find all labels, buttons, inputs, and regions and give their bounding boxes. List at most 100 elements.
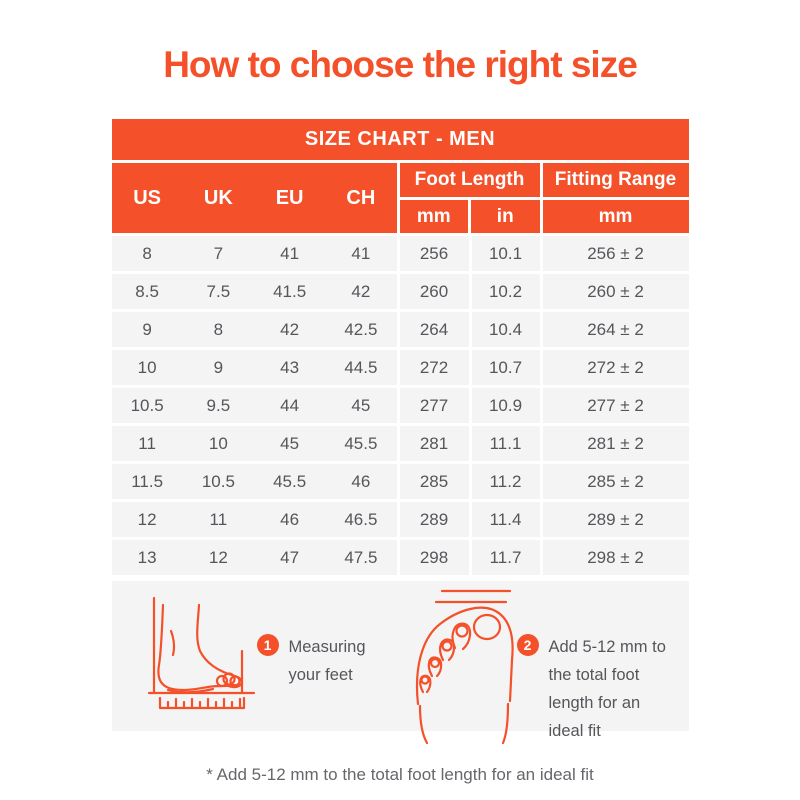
cell-us: 12 [137, 509, 157, 529]
cell-ch: 46 [351, 471, 371, 491]
cell-foot-length-mm: 289 [399, 502, 469, 537]
table-header-row: US UK EU CH Foot Length mm in Fitting Ra… [111, 163, 689, 233]
fitting-range-column-group: Fitting Range mm [542, 163, 689, 233]
table-row: 10 9 43 44.5 272 10.7 272 ± 2 [111, 350, 689, 385]
cell-uk: 12 [208, 547, 228, 567]
foot-length-column-group: Foot Length mm in [399, 163, 540, 233]
size-cells: 8.5 7.5 41.5 42 [111, 274, 397, 309]
cell-eu: 42 [280, 319, 300, 339]
cell-ch: 42.5 [344, 319, 378, 339]
cell-eu: 45.5 [273, 471, 307, 491]
cell-fitting-range: 264 ± 2 [542, 312, 689, 347]
table-row: 11.5 10.5 45.5 46 285 11.2 285 ± 2 [111, 464, 689, 499]
instruction-step-1: 1 Measuring your feet [256, 633, 384, 689]
column-header-us: US [133, 186, 162, 209]
cell-us: 10 [137, 357, 157, 377]
foot-top-toes-icon [410, 586, 518, 749]
cell-uk: 7 [213, 243, 224, 263]
column-header-uk: UK [203, 186, 233, 209]
cell-us: 8 [142, 243, 152, 263]
cell-uk: 11 [209, 509, 228, 529]
cell-ch: 47.5 [344, 547, 378, 567]
step-1-badge: 1 [256, 634, 279, 656]
size-cells: 10 9 43 44.5 [111, 350, 397, 385]
size-cells: 8 7 41 41 [111, 236, 397, 271]
size-chart-table: SIZE CHART - MEN US UK EU CH Foot Length… [111, 119, 689, 745]
cell-eu: 43 [280, 357, 300, 377]
size-cells: 11 10 45 45.5 [111, 426, 397, 461]
cell-uk: 7.5 [206, 281, 231, 301]
measuring-instructions-panel: 1 Measuring your feet [111, 581, 689, 745]
size-cells: 13 12 47 47.5 [111, 540, 397, 575]
step-2-text: Add 5-12 mm to the total foot length for… [548, 638, 666, 740]
cell-us: 11 [138, 433, 156, 453]
size-system-columns: US UK EU CH [111, 163, 397, 233]
cell-foot-length-mm: 264 [399, 312, 469, 347]
instruction-step-2: 2 Add 5-12 mm to the total foot length f… [516, 633, 674, 745]
cell-foot-length-in: 11.7 [471, 540, 540, 575]
cell-uk: 10 [208, 433, 228, 453]
cell-uk: 9 [213, 357, 224, 377]
table-row: 11 10 45 45.5 281 11.1 281 ± 2 [111, 426, 689, 461]
cell-us: 13 [137, 547, 157, 567]
cell-uk: 10.5 [201, 471, 235, 491]
cell-us: 11.5 [131, 471, 164, 491]
column-header-fitting-range: Fitting Range [542, 163, 689, 197]
table-row: 8.5 7.5 41.5 42 260 10.2 260 ± 2 [111, 274, 689, 309]
cell-ch: 45.5 [344, 433, 378, 453]
cell-fitting-range: 285 ± 2 [542, 464, 689, 499]
cell-fitting-range: 256 ± 2 [542, 236, 689, 271]
cell-fitting-range: 277 ± 2 [542, 388, 689, 423]
cell-eu: 41 [280, 243, 300, 263]
cell-foot-length-in: 11.2 [471, 464, 540, 499]
cell-fitting-range: 289 ± 2 [542, 502, 689, 537]
cell-foot-length-mm: 277 [399, 388, 469, 423]
table-row: 10.5 9.5 44 45 277 10.9 277 ± 2 [111, 388, 689, 423]
cell-us: 8.5 [135, 281, 159, 301]
cell-fitting-range: 281 ± 2 [542, 426, 689, 461]
column-header-mm: mm [399, 200, 468, 233]
cell-fitting-range: 298 ± 2 [542, 540, 689, 575]
cell-fitting-range: 272 ± 2 [542, 350, 689, 385]
cell-foot-length-mm: 298 [399, 540, 469, 575]
table-title: SIZE CHART - MEN [111, 119, 689, 160]
column-header-fitting-mm: mm [542, 200, 689, 233]
foot-side-measure-icon [138, 593, 260, 726]
cell-ch: 46.5 [344, 509, 378, 529]
cell-foot-length-mm: 285 [399, 464, 469, 499]
cell-eu: 47 [280, 547, 300, 567]
table-row: 9 8 42 42.5 264 10.4 264 ± 2 [111, 312, 689, 347]
cell-eu: 45 [280, 433, 300, 453]
cell-eu: 46 [280, 509, 300, 529]
cell-foot-length-mm: 256 [399, 236, 469, 271]
footnote: * Add 5-12 mm to the total foot length f… [206, 765, 594, 784]
size-cells: 10.5 9.5 44 45 [111, 388, 397, 423]
cell-fitting-range: 260 ± 2 [542, 274, 689, 309]
cell-foot-length-mm: 260 [399, 274, 469, 309]
cell-ch: 41 [351, 243, 371, 263]
cell-foot-length-in: 11.4 [471, 502, 540, 537]
cell-eu: 41.5 [273, 281, 307, 301]
column-header-foot-length: Foot Length [399, 163, 540, 197]
size-cells: 9 8 42 42.5 [111, 312, 397, 347]
size-cells: 12 11 46 46.5 [111, 502, 397, 537]
cell-foot-length-in: 10.9 [471, 388, 540, 423]
cell-foot-length-in: 11.1 [471, 426, 540, 461]
column-header-ch: CH [346, 186, 376, 209]
table-row: 12 11 46 46.5 289 11.4 289 ± 2 [111, 502, 689, 537]
cell-foot-length-in: 10.2 [471, 274, 540, 309]
table-row: 13 12 47 47.5 298 11.7 298 ± 2 [111, 540, 689, 575]
cell-uk: 9.5 [206, 395, 231, 415]
step-1-text: Measuring your feet [288, 638, 366, 684]
cell-foot-length-mm: 272 [399, 350, 469, 385]
cell-us: 9 [142, 319, 152, 339]
cell-foot-length-in: 10.7 [471, 350, 540, 385]
column-header-in: in [471, 200, 540, 233]
cell-ch: 45 [351, 395, 371, 415]
cell-uk: 8 [213, 319, 224, 339]
cell-ch: 42 [351, 281, 371, 301]
table-row: 8 7 41 41 256 10.1 256 ± 2 [111, 236, 689, 271]
cell-eu: 44 [280, 395, 300, 415]
cell-foot-length-in: 10.4 [471, 312, 540, 347]
